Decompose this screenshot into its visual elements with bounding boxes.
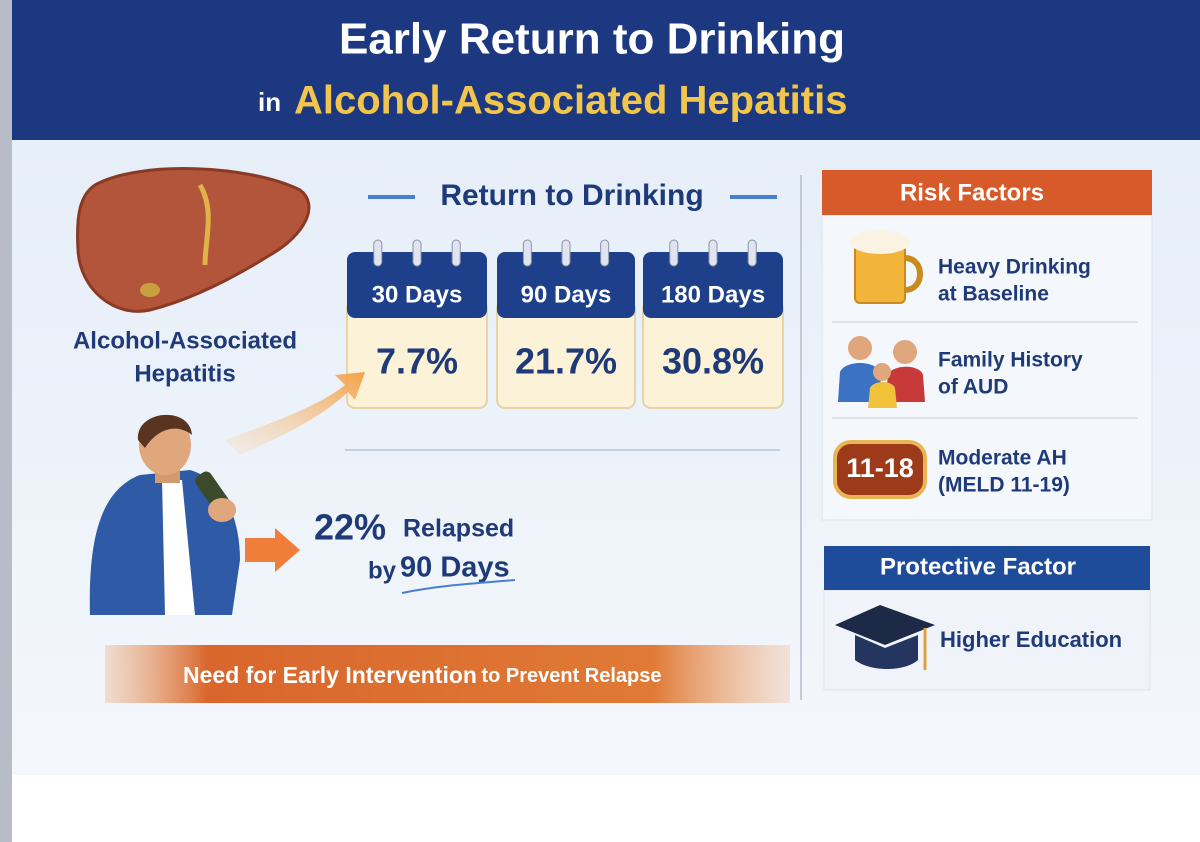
ring bbox=[747, 239, 757, 267]
ring bbox=[708, 239, 718, 267]
card-header bbox=[643, 252, 783, 318]
ring bbox=[451, 239, 461, 267]
card-value: 30.8% bbox=[662, 341, 764, 382]
card-header bbox=[347, 252, 487, 318]
condition-label: Alcohol-Associated bbox=[73, 327, 297, 354]
protective-item: Higher Education bbox=[940, 627, 1122, 652]
relapse-value: 22% bbox=[314, 507, 386, 548]
badge-text: 11-18 bbox=[846, 453, 914, 483]
banner-text: Need for Early Intervention to Prevent R… bbox=[183, 662, 662, 688]
risk-item: Moderate AH bbox=[938, 447, 1067, 470]
risk-item: Heavy Drinking bbox=[938, 256, 1091, 279]
side-strip bbox=[0, 0, 12, 842]
ring bbox=[561, 239, 571, 267]
relapse-text: Relapsed bbox=[403, 515, 514, 543]
ring bbox=[522, 239, 532, 267]
cards: 30 Days 7.7% 90 Days 21.7% 180 Days 30.8% bbox=[346, 239, 784, 409]
relapse-text: by bbox=[368, 557, 397, 584]
liver-icon bbox=[76, 167, 311, 313]
ring bbox=[600, 239, 610, 267]
card-value: 7.7% bbox=[376, 341, 458, 382]
person-icon bbox=[89, 414, 240, 615]
cap-icon bbox=[835, 605, 935, 670]
ring bbox=[669, 239, 679, 267]
arrow bbox=[245, 528, 300, 572]
arrow bbox=[225, 372, 365, 455]
card-period: 30 Days bbox=[372, 281, 463, 308]
card-period: 180 Days bbox=[661, 281, 765, 308]
panel-header bbox=[822, 170, 1152, 215]
subtitle-prefix: in bbox=[258, 87, 281, 117]
underline bbox=[401, 579, 516, 594]
risk-item: (MELD 11-19) bbox=[938, 474, 1070, 497]
condition-label: Hepatitis bbox=[134, 360, 235, 387]
relapse-text: 90 Days bbox=[400, 552, 510, 584]
risk-items: Heavy Drinking at Baseline Family History o… bbox=[938, 256, 1091, 497]
banner bbox=[105, 645, 790, 703]
badge bbox=[833, 440, 927, 499]
beer-icon bbox=[850, 230, 923, 304]
card-header bbox=[497, 252, 635, 318]
card-period: 90 Days bbox=[521, 281, 612, 308]
risk-item: Family History bbox=[938, 349, 1083, 372]
panel-title: Risk Factors bbox=[900, 179, 1044, 206]
panel-title: Protective Factor bbox=[880, 553, 1076, 580]
ring bbox=[412, 239, 422, 267]
risk-item: of AUD bbox=[938, 376, 1008, 399]
banner-rest: to Prevent Relapse bbox=[481, 665, 661, 687]
risk-item: at Baseline bbox=[938, 283, 1049, 306]
card-value: 21.7% bbox=[515, 341, 617, 382]
banner-emphasis: Need for Early Intervention bbox=[183, 662, 477, 688]
header-bg bbox=[12, 0, 1200, 140]
ring bbox=[373, 239, 383, 267]
family-icon bbox=[838, 336, 925, 408]
subtitle: Alcohol-Associated Hepatitis bbox=[294, 79, 847, 123]
title: Early Return to Drinking bbox=[339, 15, 845, 64]
section-title: Return to Drinking bbox=[440, 179, 703, 212]
panel-header bbox=[824, 546, 1150, 590]
